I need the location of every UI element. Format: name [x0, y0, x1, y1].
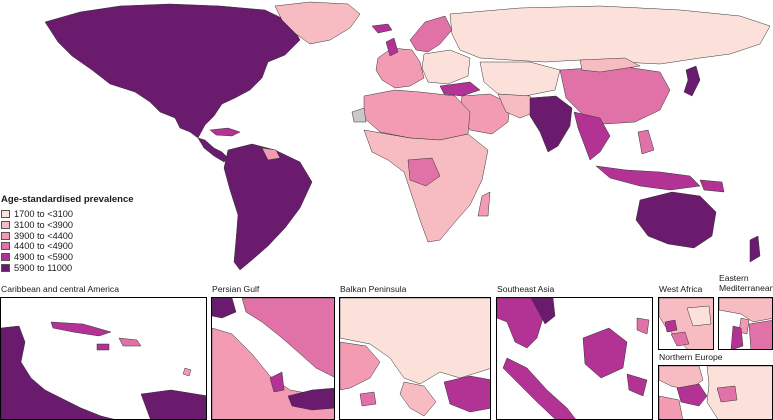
region-north-america [44, 3, 301, 139]
region-india [529, 95, 573, 153]
inset-label-southeast-asia: Southeast Asia [497, 284, 555, 294]
inset-label-balkan: Balkan Peninsula [340, 284, 407, 294]
region-guianas [261, 147, 281, 161]
legend-label: 3100 to <3900 [14, 220, 74, 231]
legend-title: Age-standardised prevalence [1, 194, 134, 205]
inset-southeast-asia [496, 297, 653, 420]
region-caribbean [209, 127, 241, 137]
inset-persian-gulf [211, 297, 335, 420]
inset-southeast-asia-map [497, 298, 650, 419]
region-russia [449, 5, 771, 65]
legend-label: 1700 to <3100 [14, 209, 74, 220]
region-madagascar [477, 191, 491, 217]
inset-persian-gulf-map [212, 298, 334, 419]
region-eastern-europe [421, 49, 471, 85]
legend-label: 5900 to 11000 [14, 262, 73, 273]
inset-eastern-med [718, 297, 773, 350]
region-png [699, 179, 725, 193]
region-central-america [197, 137, 229, 163]
region-southeast-asia-mainland [573, 111, 611, 161]
inset-west-africa-map [659, 298, 713, 349]
region-scandinavia [409, 15, 453, 53]
inset-label-persian-gulf: Persian Gulf [212, 284, 260, 294]
legend-swatch [1, 242, 10, 251]
legend-item: 1700 to <3100 [1, 209, 134, 220]
legend-label: 3900 to <4400 [14, 230, 74, 241]
region-central-africa [407, 157, 441, 187]
legend-item: 4400 to <4900 [1, 241, 134, 252]
region-iceland [371, 23, 393, 34]
legend-item: 4900 to <5900 [1, 252, 134, 263]
region-uk [385, 37, 399, 57]
inset-northern-europe-map [659, 366, 772, 419]
inset-caribbean-map [1, 321, 206, 419]
region-new-zealand [749, 235, 761, 263]
map-legend: Age-standardised prevalence 1700 to <310… [1, 194, 134, 273]
legend-item: 3100 to <3900 [1, 220, 134, 231]
region-western-europe [375, 47, 425, 89]
region-mongolia [579, 57, 641, 73]
legend-label: 4400 to <4900 [14, 241, 74, 252]
inset-balkan-map [340, 298, 490, 417]
inset-northern-europe [658, 365, 773, 420]
region-turkey [439, 81, 481, 97]
region-china [559, 65, 671, 125]
legend-label: 4900 to <5900 [14, 252, 74, 263]
region-no-data [351, 107, 367, 123]
legend-swatch [1, 231, 10, 240]
inset-west-africa [658, 297, 714, 350]
region-philippines [637, 129, 655, 155]
inset-eastern-med-map [719, 298, 772, 349]
inset-label-northern-europe: Northern Europe [659, 352, 723, 362]
inset-label-west-africa: West Africa [659, 284, 703, 294]
inset-caribbean [0, 297, 207, 420]
region-japan [683, 65, 701, 97]
region-australia [635, 191, 717, 249]
region-south-america [223, 143, 313, 271]
legend-item: 5900 to 11000 [1, 262, 134, 273]
region-indonesia [595, 165, 701, 191]
world-map [44, 1, 771, 271]
inset-balkan [339, 297, 491, 420]
region-central-asia [479, 61, 561, 97]
inset-label-caribbean: Caribbean and central America [1, 284, 119, 294]
legend-swatch [1, 221, 10, 230]
inset-label-eastern-med: Eastern Mediterranean [719, 273, 773, 294]
legend-swatch [1, 263, 10, 272]
region-north-africa [363, 89, 471, 141]
legend-item: 3900 to <4400 [1, 230, 134, 241]
region-greenland [274, 1, 361, 45]
legend-swatch [1, 210, 10, 219]
legend-swatch [1, 253, 10, 262]
